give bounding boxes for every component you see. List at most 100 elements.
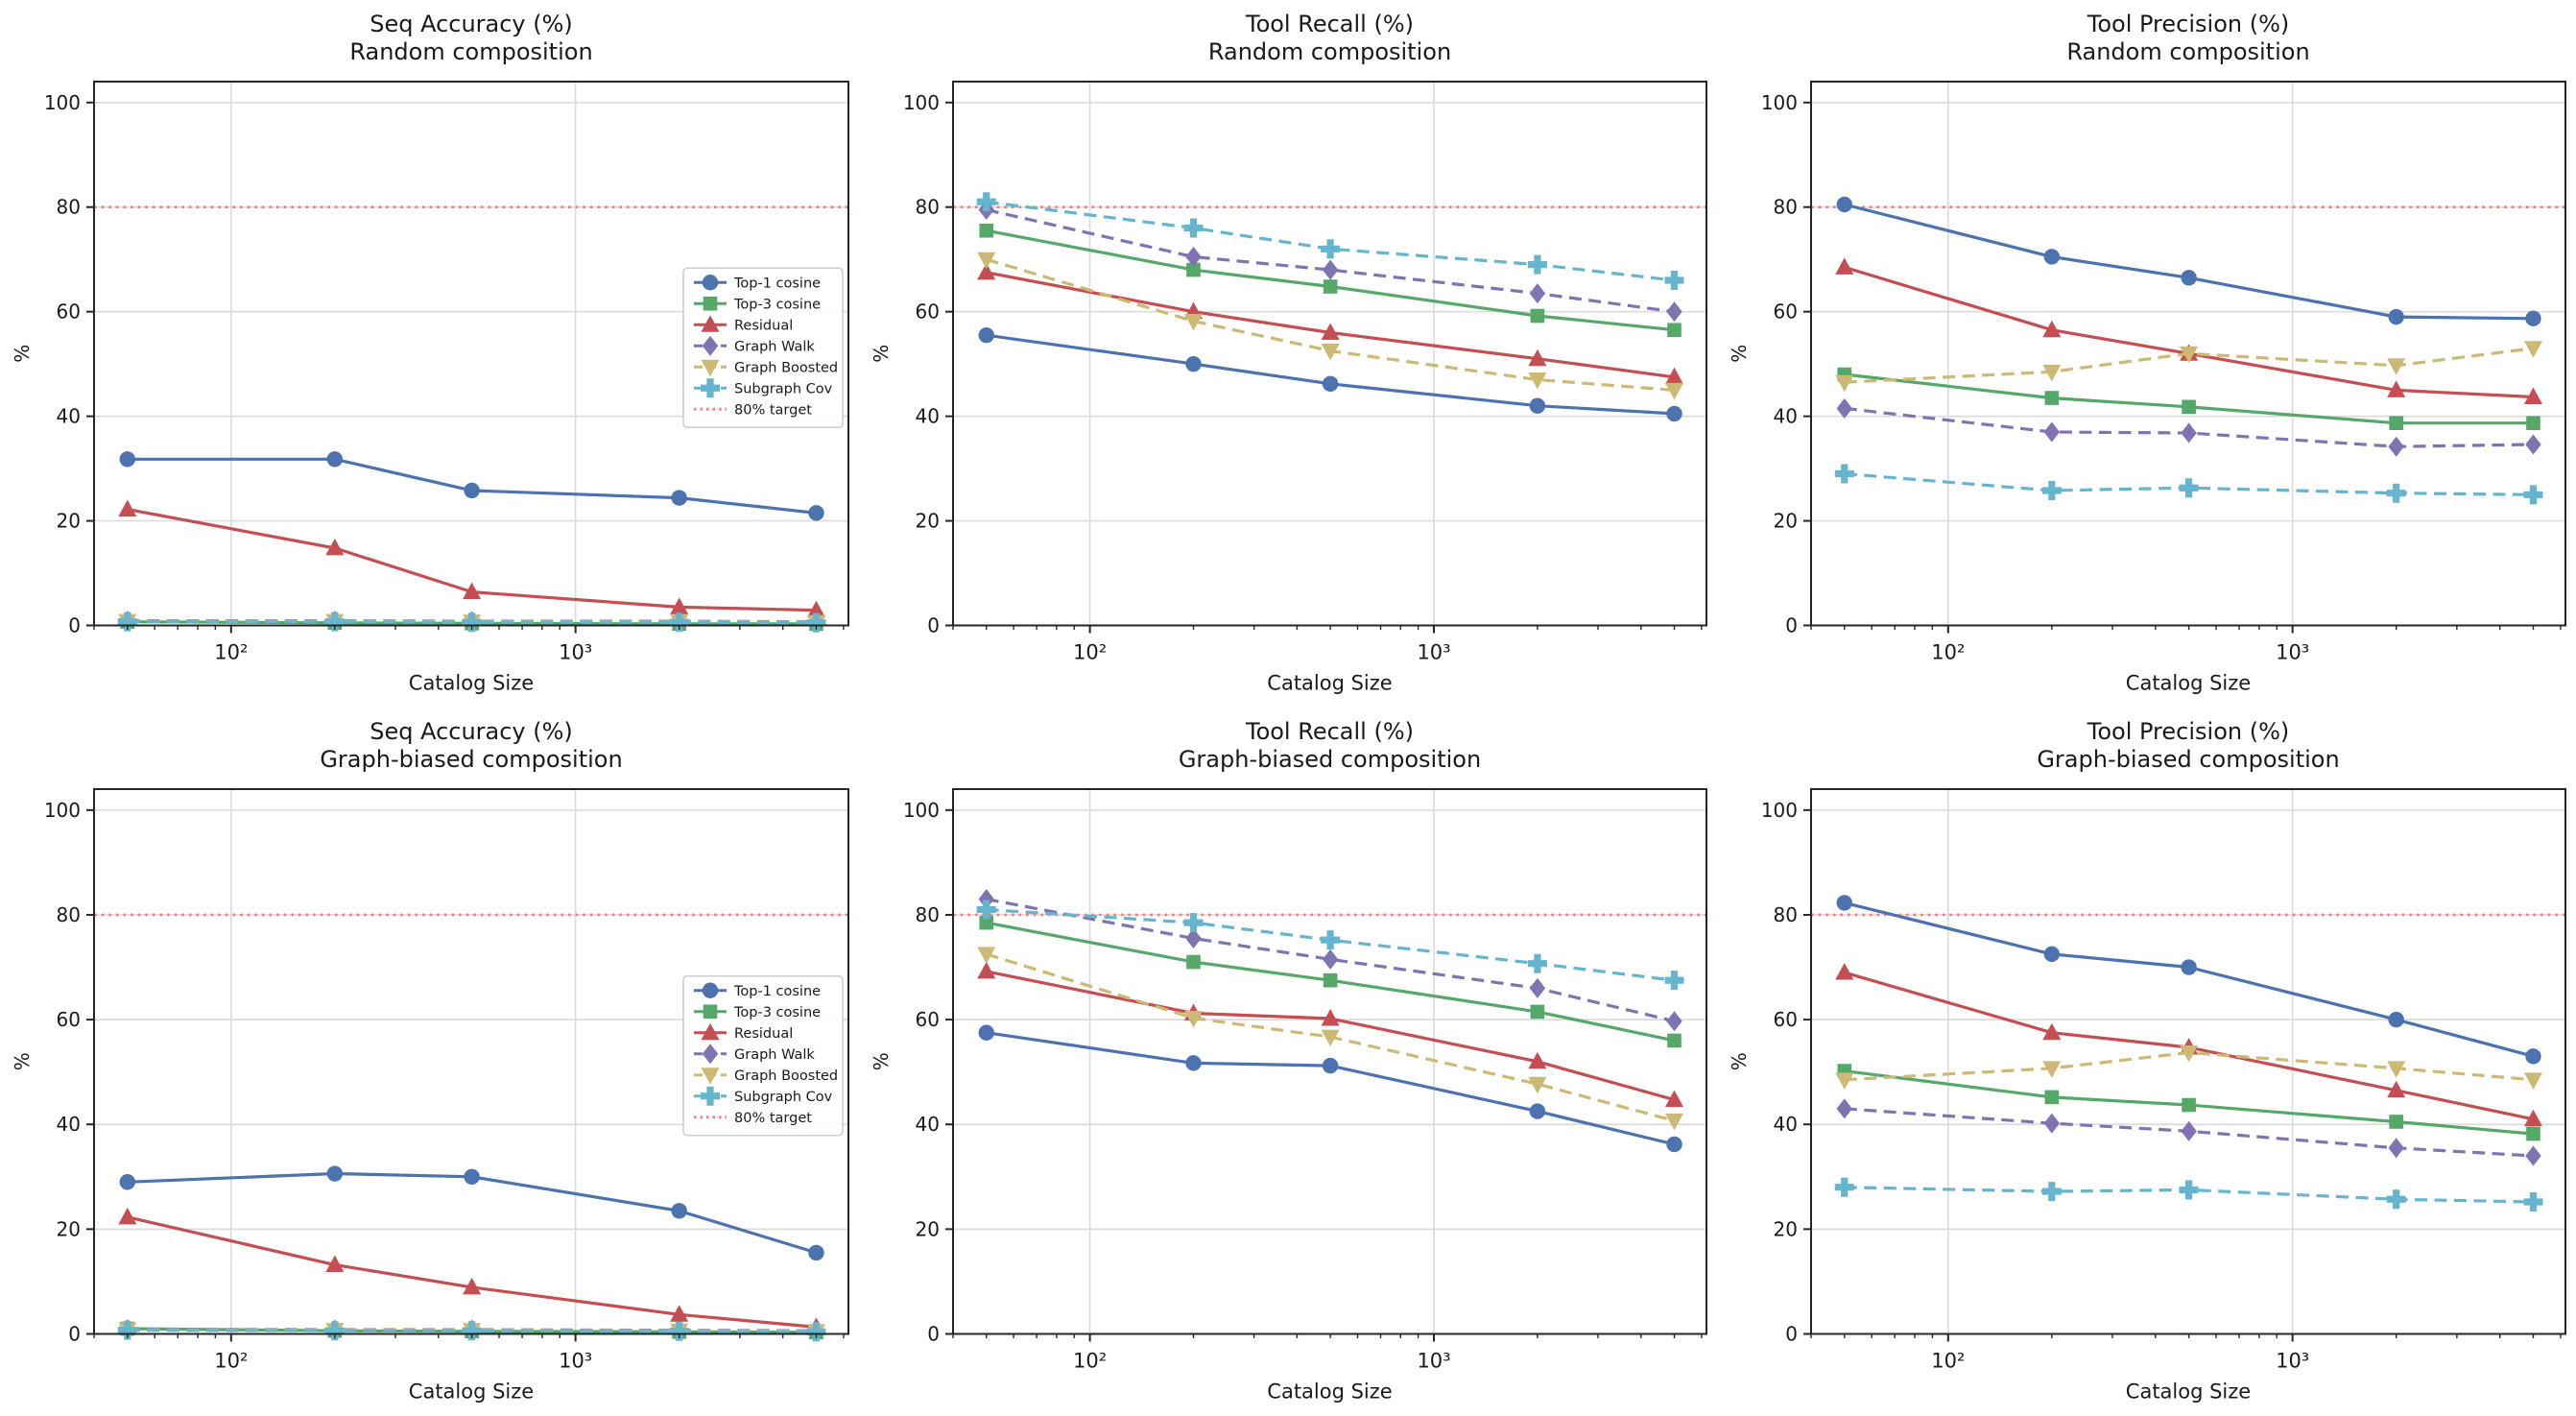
grid-lines [1811, 82, 2565, 626]
chart-background [859, 708, 1717, 1416]
series-marker-residual [1835, 257, 1854, 275]
series-marker-top-3-cosine [1667, 1033, 1682, 1048]
x-tick-label: 10³ [1417, 641, 1450, 664]
y-tick-label: 100 [1761, 799, 1798, 822]
series-marker-residual [118, 1207, 137, 1225]
series-marker-subgraph-cov [324, 612, 345, 632]
series-marker-graph-boosted [1184, 1010, 1204, 1028]
series-markers-subgraph-cov [976, 192, 1684, 290]
series-marker-residual [1321, 1009, 1340, 1026]
x-tick-label: 10³ [559, 1350, 592, 1373]
series-marker-subgraph-cov [2386, 483, 2406, 503]
series-marker-top-1-cosine [2388, 308, 2404, 325]
series-marker-subgraph-cov [1183, 913, 1204, 933]
series-marker-residual [2523, 1109, 2542, 1127]
series-markers-graph-boosted [977, 947, 1684, 1131]
series-marker-graph-boosted [2180, 346, 2199, 364]
series-marker-graph-walk [1322, 948, 1339, 970]
chart-background [1717, 0, 2576, 708]
y-tick-label: 20 [1774, 1217, 1798, 1240]
series-marker-top-1-cosine [978, 1024, 994, 1041]
series-marker-top-3-cosine [2182, 399, 2196, 415]
series-marker-subgraph-cov [2041, 480, 2062, 500]
series-marker-graph-boosted [2387, 358, 2406, 375]
series-marker-residual [2042, 1022, 2062, 1041]
plot-title: Tool Precision (%) [2087, 718, 2290, 745]
series-marker-graph-boosted [1835, 1072, 1854, 1090]
x-tick-label: 10² [214, 1350, 248, 1373]
x-tick-label: 10² [214, 641, 248, 664]
series-marker-graph-walk [2181, 1120, 2197, 1141]
series-marker-residual [977, 262, 996, 280]
x-tick-label: 10² [1931, 1350, 1965, 1373]
series-marker-subgraph-cov [1527, 254, 1547, 275]
series-marker-top-1-cosine [1836, 196, 1852, 213]
legend-label: 80% target [734, 402, 812, 418]
series-marker-residual [670, 1305, 689, 1322]
chart-tool-recall-random: 10² 10³ 0 20 40 60 80 100 Tool Recall (%)Random … [859, 0, 1717, 708]
y-tick-label: 20 [57, 1217, 81, 1240]
y-axis-label: % [11, 345, 34, 363]
series-marker-top-1-cosine [2181, 270, 2197, 286]
y-axis-label: % [1728, 345, 1751, 363]
series-marker-top-3-cosine [2389, 416, 2403, 430]
series-markers-top-3-cosine [979, 223, 1682, 338]
series-marker-top-1-cosine [1322, 375, 1339, 393]
series-marker-subgraph-cov [1321, 930, 1341, 950]
series-marker-subgraph-cov [2179, 1180, 2199, 1200]
plot-title: Tool Recall (%) [1245, 11, 1414, 37]
legend-sample-marker-top-1-cosine [702, 275, 719, 291]
series-marker-residual [977, 961, 996, 979]
series-marker-subgraph-cov [1664, 270, 1684, 290]
y-tick-label: 0 [927, 614, 940, 637]
series-marker-top-1-cosine [2043, 946, 2061, 963]
series-marker-top-1-cosine [1529, 397, 1546, 414]
plot-subtitle: Graph-biased composition [320, 746, 622, 773]
series-marker-top-1-cosine [1185, 1055, 1202, 1071]
series-marker-subgraph-cov [806, 612, 826, 633]
series-marker-top-3-cosine [1186, 954, 1201, 970]
series-markers-graph-boosted [1835, 341, 2542, 393]
x-tick-label: 10² [1073, 1350, 1107, 1373]
y-tick-label: 40 [916, 1113, 940, 1136]
plot-title: Seq Accuracy (%) [370, 11, 573, 37]
y-tick-label: 60 [916, 300, 940, 324]
series-marker-graph-walk [2388, 1138, 2404, 1159]
series-marker-graph-boosted [1665, 1113, 1684, 1131]
series-marker-subgraph-cov [117, 1320, 137, 1340]
series-marker-top-3-cosine [2526, 416, 2540, 430]
series-markers-top-1-cosine [978, 326, 1682, 422]
legend-sample-marker-residual [701, 1022, 720, 1041]
plot-subtitle: Graph-biased composition [2037, 746, 2339, 773]
y-tick-label: 40 [57, 1113, 81, 1136]
y-tick-label: 20 [1774, 510, 1798, 533]
legend-label: Residual [734, 318, 793, 333]
x-axis-label: Catalog Size [1267, 1380, 1392, 1404]
series-markers-residual [118, 499, 825, 618]
axis-ticks [945, 101, 1703, 634]
series-marker-residual [2523, 387, 2542, 404]
series-marker-top-3-cosine [1667, 323, 1682, 338]
series-marker-residual [2387, 380, 2406, 397]
y-tick-label: 40 [1774, 405, 1798, 428]
y-tick-label: 0 [68, 1323, 81, 1346]
plot-subtitle: Random composition [349, 38, 592, 65]
series-marker-residual [2042, 320, 2062, 338]
series-marker-subgraph-cov [1834, 1177, 1854, 1197]
series-marker-graph-walk [1666, 301, 1682, 323]
legend-sample-marker-subgraph-cov [701, 378, 720, 398]
series-markers-top-1-cosine [119, 1165, 824, 1261]
y-tick-label: 40 [916, 405, 940, 428]
series-marker-graph-boosted [2387, 1061, 2406, 1078]
series-marker-subgraph-cov [669, 1321, 689, 1341]
y-tick-label: 80 [57, 196, 81, 219]
series-marker-residual [1528, 348, 1547, 367]
series-marker-subgraph-cov [1183, 218, 1204, 238]
x-axis-label: Catalog Size [2126, 1380, 2251, 1404]
legend-label: Graph Boosted [734, 360, 838, 375]
series-marker-subgraph-cov [1321, 239, 1341, 259]
series-marker-graph-walk [1666, 1011, 1682, 1032]
series-marker-top-1-cosine [1666, 1136, 1682, 1153]
legend-label: Top-1 cosine [733, 984, 821, 999]
